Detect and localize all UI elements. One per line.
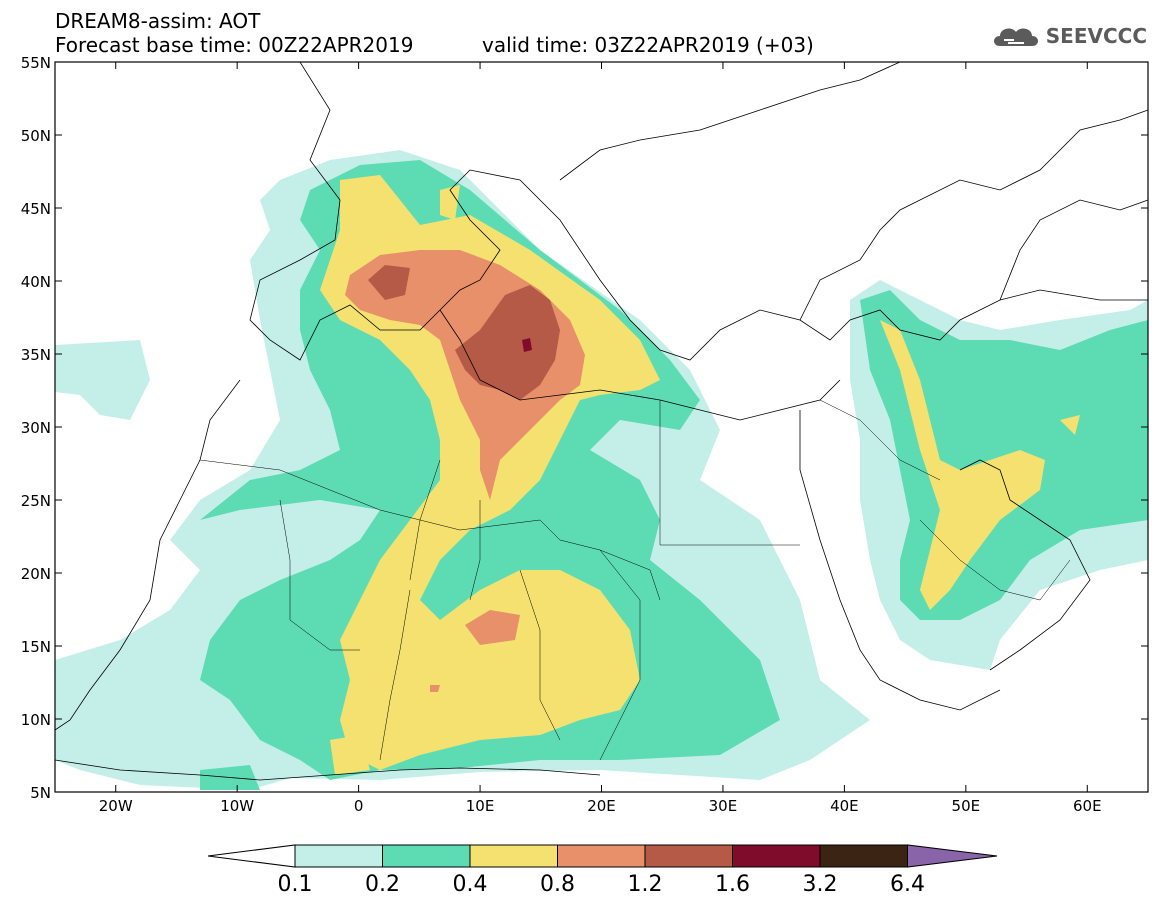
valid-time: valid time: 03Z22APR2019 (+03)	[482, 33, 814, 57]
lat-label: 55N	[21, 54, 51, 72]
colorbar-label: 0.1	[278, 872, 313, 897]
colorbar-label: 1.2	[628, 872, 663, 897]
lat-label: 50N	[21, 127, 51, 145]
lon-label: 60E	[1073, 797, 1102, 815]
longitude-axis: 20W 10W 0 10E 20E 30E 40E 50E 60E	[99, 62, 1102, 815]
lat-label: 30N	[21, 419, 51, 437]
colorbar-segment	[732, 844, 821, 868]
forecast-base-time: Forecast base time: 00Z22APR2019	[55, 33, 414, 57]
colorbar-overflow	[907, 844, 998, 868]
lat-label: 35N	[21, 346, 51, 364]
lon-label: 30E	[709, 797, 738, 815]
lon-label: 20E	[587, 797, 616, 815]
colorbar-label: 0.8	[540, 872, 575, 897]
colorbar-segment	[819, 844, 908, 868]
colorbar-segment	[469, 844, 558, 868]
latitude-axis: 55N 50N 45N 40N 35N 30N 25N 20N 15N 10N 5N	[21, 54, 1148, 802]
colorbar-underflow	[207, 844, 296, 868]
lat-label: 25N	[21, 492, 51, 510]
colorbar-label: 0.4	[453, 872, 488, 897]
lon-label: 40E	[830, 797, 859, 815]
lon-label: 20W	[99, 797, 133, 815]
lon-label: 10E	[466, 797, 495, 815]
cloud-logo-icon	[993, 28, 1038, 46]
aot-contour-fields	[55, 62, 1148, 792]
lat-label: 15N	[21, 638, 51, 656]
logo-text: SEEVCCC	[1045, 24, 1147, 48]
colorbar-segment	[644, 844, 733, 868]
colorbar-segment	[294, 844, 383, 868]
aot-band-1-2	[368, 265, 560, 400]
colorbar-segment	[557, 844, 646, 868]
coastlines	[55, 62, 1148, 781]
lat-label: 5N	[30, 784, 51, 802]
lon-label: 50E	[952, 797, 981, 815]
lat-label: 10N	[21, 711, 51, 729]
lat-label: 20N	[21, 565, 51, 583]
seevccc-logo: SEEVCCC	[990, 22, 1147, 50]
colorbar-label: 6.4	[890, 872, 925, 897]
lon-label: 0	[354, 797, 364, 815]
lat-label: 45N	[21, 200, 51, 218]
aot-colorbar: 0.1 0.2 0.4 0.8 1.2 1.6 3.2 6.4	[207, 844, 998, 897]
lon-label: 10W	[220, 797, 254, 815]
lat-label: 40N	[21, 273, 51, 291]
colorbar-label: 1.6	[715, 872, 750, 897]
country-borders	[199, 399, 1071, 761]
map-title-field: DREAM8-assim: AOT	[55, 9, 261, 33]
colorbar-label: 3.2	[803, 872, 838, 897]
colorbar-segment	[382, 844, 471, 868]
aot-band-1-6	[522, 338, 532, 352]
colorbar-label: 0.2	[365, 872, 400, 897]
